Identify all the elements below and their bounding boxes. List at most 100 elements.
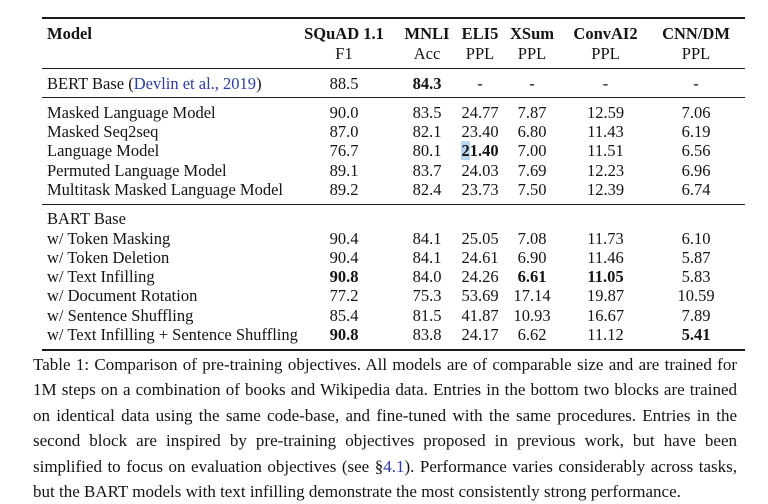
value-cell: 11.73 — [587, 228, 624, 248]
value-cell: 6.90 — [517, 247, 547, 267]
model-name-cell: Masked Seq2seq — [47, 122, 159, 142]
value-cell — [564, 209, 647, 228]
value-cell: 24.03 — [461, 160, 499, 180]
value-cell: 25.05 — [461, 228, 499, 248]
value-cell: 83.5 — [412, 102, 442, 122]
value-cell: 6.62 — [517, 325, 547, 345]
value-cell: 17.14 — [513, 286, 551, 306]
model-name-cell: Multitask Masked Language Model — [47, 179, 283, 199]
table-header-row: Model SQuAD 1.1 F1 MNLI Acc ELI5 PPL XSum PPL Con… — [42, 19, 745, 69]
value-cell: 75.3 — [412, 286, 442, 306]
column-header: MNLI Acc — [404, 24, 450, 63]
value-cell: 85.4 — [329, 305, 359, 325]
column-header: Model — [47, 24, 92, 43]
table-group-bart: BART Base w/ Token Masking 90.4 84.1 25.05 7.… — [42, 205, 745, 349]
model-name-cell: w/ Sentence Shuffling — [47, 305, 194, 325]
column-header: ConvAI2 PPL — [573, 24, 638, 63]
value-cell: 41.87 — [461, 305, 499, 325]
model-name-cell: w/ Text Infilling + Sentence Shuffling — [47, 325, 298, 345]
value-cell — [460, 209, 500, 228]
value-cell: 84.1 — [412, 247, 442, 267]
value-cell — [394, 209, 460, 228]
value-cell: 90.4 — [329, 228, 359, 248]
column-header: XSum PPL — [509, 24, 554, 63]
model-name-cell: w/ Token Masking — [47, 228, 171, 248]
citation-link[interactable]: Devlin et al., 2019 — [133, 73, 257, 93]
value-cell: 84.0 — [412, 267, 442, 287]
table-group-objectives: Masked Language Model 90.0 83.5 24.77 7.87 12… — [42, 98, 745, 205]
value-cell — [294, 209, 394, 228]
value-cell: 11.51 — [587, 141, 624, 161]
value-cell: 7.89 — [681, 305, 711, 325]
value-cell: 12.59 — [586, 102, 625, 122]
value-cell: 6.19 — [681, 122, 711, 142]
value-cell: 81.5 — [412, 305, 442, 325]
value-cell: 12.23 — [586, 160, 625, 180]
value-cell: 23.73 — [461, 179, 499, 199]
value-cell: 77.2 — [329, 286, 359, 306]
value-cell: 12.39 — [586, 179, 625, 199]
table-row: Masked Language Model 90.0 83.5 24.77 7.87 12… — [42, 103, 745, 122]
model-name-cell: Masked Language Model — [47, 102, 216, 122]
value-cell: 6.61 — [517, 267, 547, 287]
value-cell: 84.1 — [412, 228, 442, 248]
model-name-cell: w/ Token Deletion — [47, 247, 170, 267]
table-caption: Table 1: Comparison of pre-training obje… — [33, 352, 737, 504]
value-cell: 7.87 — [517, 102, 547, 122]
value-cell: 80.1 — [412, 141, 442, 161]
table-row: w/ Token Deletion 90.4 84.1 24.61 6.90 11.46 5… — [42, 248, 745, 267]
value-cell: 84.3 — [412, 73, 442, 93]
value-cell: 11.43 — [587, 122, 624, 142]
table-row: BERT Base (Devlin et al., 2019) 88.5 84.3 -… — [42, 74, 745, 93]
table-row: BART Base — [42, 209, 745, 228]
model-name-cell: w/ Document Rotation — [47, 286, 198, 306]
model-name-cell: Permuted Language Model — [47, 160, 227, 180]
value-cell: 11.12 — [587, 325, 624, 345]
table-row: w/ Document Rotation 77.2 75.3 53.69 17.14 19… — [42, 286, 745, 305]
section-4-1-link[interactable]: 4.1 — [383, 456, 405, 476]
value-cell: - — [477, 73, 483, 93]
value-cell: 11.05 — [587, 267, 624, 287]
value-cell: 7.08 — [517, 228, 547, 248]
model-name-cell: BART Base — [47, 209, 126, 229]
value-cell: 6.96 — [681, 160, 711, 180]
value-cell: 89.2 — [329, 179, 359, 199]
model-name-cell: BERT Base (Devlin et al., 2019) — [47, 73, 262, 93]
value-cell: 90.4 — [329, 247, 359, 267]
table-row: w/ Token Masking 90.4 84.1 25.05 7.08 11.73 6.… — [42, 229, 745, 248]
value-cell: 5.87 — [681, 247, 711, 267]
table-row: w/ Text Infilling + Sentence Shuffling 90… — [42, 325, 745, 344]
column-header: CNN/DM PPL — [662, 24, 730, 63]
model-name-cell: w/ Text Infilling — [47, 267, 155, 287]
table-row: Masked Seq2seq 87.0 82.1 23.40 6.80 11.43 6.19 — [42, 122, 745, 141]
value-cell: 5.41 — [681, 325, 711, 345]
value-cell: 83.8 — [412, 325, 442, 345]
value-cell: 76.7 — [329, 141, 359, 161]
value-cell: 53.69 — [461, 286, 499, 306]
value-cell: 82.1 — [412, 122, 442, 142]
value-cell: 6.56 — [681, 141, 711, 161]
value-cell: 11.46 — [587, 247, 624, 267]
table-row: Permuted Language Model 89.1 83.7 24.03 7.69… — [42, 161, 745, 180]
value-cell: - — [602, 73, 609, 93]
value-cell: 5.83 — [681, 267, 711, 287]
table-row: w/ Sentence Shuffling 85.4 81.5 41.87 10.93 1… — [42, 306, 745, 325]
value-cell: 89.1 — [329, 160, 359, 180]
value-cell: 23.40 — [461, 122, 499, 142]
value-cell: 87.0 — [329, 122, 359, 142]
value-cell: 82.4 — [412, 179, 442, 199]
search-highlight: 2 — [461, 141, 470, 161]
value-cell — [647, 209, 745, 228]
value-cell: 90.0 — [329, 102, 359, 122]
value-cell: 21.40 — [461, 141, 499, 161]
value-cell: 88.5 — [329, 73, 359, 93]
value-cell: - — [529, 73, 535, 93]
table-row: Multitask Masked Language Model 89.2 82.4 2… — [42, 180, 745, 199]
value-cell: - — [693, 73, 699, 93]
value-cell: 10.93 — [513, 305, 551, 325]
value-cell: 83.7 — [412, 160, 442, 180]
table-row: Language Model 76.7 80.1 21.40 7.00 11.51 6.56 — [42, 141, 745, 161]
column-header: SQuAD 1.1 F1 — [304, 24, 384, 63]
value-cell: 7.50 — [517, 179, 547, 199]
value-cell: 6.80 — [517, 122, 547, 142]
